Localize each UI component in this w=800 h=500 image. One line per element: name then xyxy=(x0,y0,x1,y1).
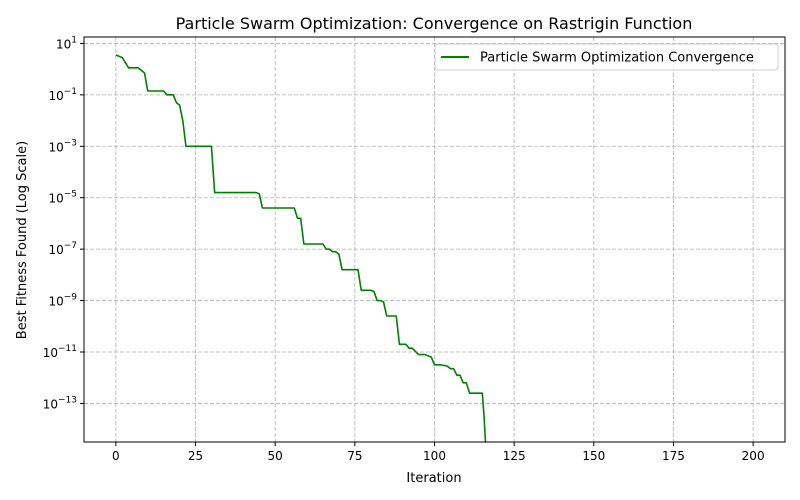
y-tick-label: 10−5 xyxy=(48,190,77,206)
legend-box xyxy=(434,43,779,71)
y-tick-label: 101 xyxy=(56,35,77,51)
plot-area xyxy=(115,54,487,443)
legend-label: Particle Swarm Optimization Convergence xyxy=(480,51,754,66)
x-tick-label: 150 xyxy=(582,449,605,463)
y-axis: 101 10−1 10−3 10−5 10−7 10−9 10−11 10−13 xyxy=(43,35,84,411)
y-tick-label: 10−9 xyxy=(48,293,77,309)
x-tick-label: 75 xyxy=(347,449,362,463)
y-tick-label: 10−1 xyxy=(48,87,77,103)
x-tick-label: 200 xyxy=(742,449,765,463)
y-tick-label: 10−7 xyxy=(48,241,77,257)
x-tick-label: 175 xyxy=(662,449,685,463)
x-tick-label: 100 xyxy=(423,449,446,463)
legend: Particle Swarm Optimization Convergence xyxy=(434,43,779,71)
x-axis-label: Iteration xyxy=(406,471,461,486)
grid xyxy=(84,37,785,442)
x-axis: 0 25 50 75 100 125 150 175 200 xyxy=(112,442,765,463)
x-tick-label: 0 xyxy=(112,449,120,463)
x-tick-label: 50 xyxy=(268,449,283,463)
series-line xyxy=(115,54,487,443)
chart-title: Particle Swarm Optimization: Convergence… xyxy=(176,14,693,33)
y-tick-label: 10−3 xyxy=(48,138,77,154)
y-tick-label: 10−13 xyxy=(43,395,77,411)
x-tick-label: 25 xyxy=(188,449,203,463)
y-axis-label: Best Fitness Found (Log Scale) xyxy=(15,141,30,339)
x-tick-label: 125 xyxy=(503,449,526,463)
y-tick-label: 10−11 xyxy=(43,344,77,360)
